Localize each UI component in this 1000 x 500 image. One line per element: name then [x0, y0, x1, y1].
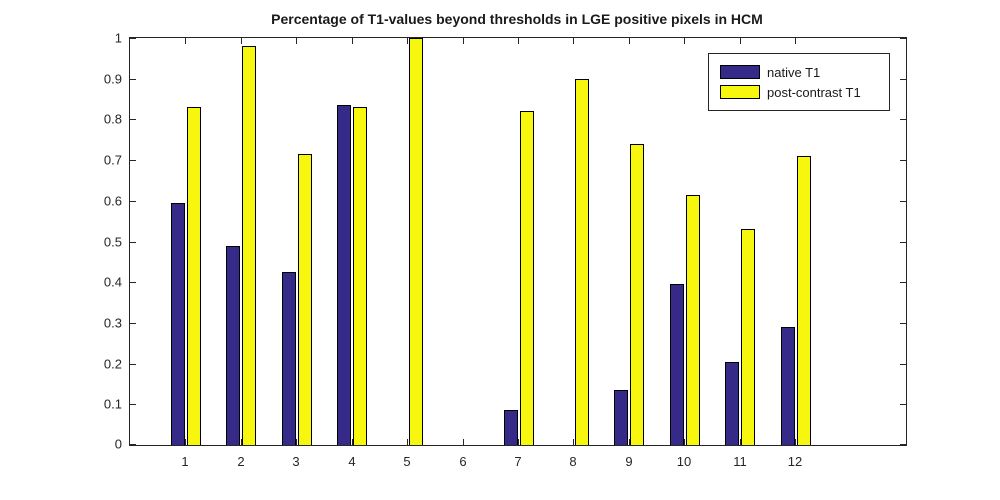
y-tick-left: [130, 201, 136, 202]
bar-post-contrast-t1-cat-11: [741, 229, 755, 445]
x-tick-top: [740, 38, 741, 44]
x-tick-bottom: [684, 439, 685, 445]
x-tick-label: 2: [237, 454, 245, 469]
x-tick-top: [684, 38, 685, 44]
bar-post-contrast-t1-cat-5: [409, 38, 423, 445]
legend-swatch-native-t1-icon: [720, 65, 760, 79]
bar-post-contrast-t1-cat-12: [797, 156, 811, 445]
y-tick-left: [130, 282, 136, 283]
bar-native-t1-cat-12: [781, 327, 795, 445]
x-tick-bottom: [463, 439, 464, 445]
x-tick-bottom: [241, 439, 242, 445]
y-tick-left: [130, 160, 136, 161]
legend-swatch-post-contrast-t1-icon: [720, 85, 760, 99]
y-tick-right: [900, 364, 906, 365]
x-tick-top: [795, 38, 796, 44]
y-tick-right: [900, 79, 906, 80]
y-tick-right: [900, 38, 906, 39]
x-tick-label: 10: [676, 454, 692, 469]
bar-native-t1-cat-4: [337, 105, 351, 445]
bar-post-contrast-t1-cat-3: [298, 154, 312, 445]
x-tick-top: [352, 38, 353, 44]
legend-entry-native-t1: native T1: [720, 63, 881, 81]
y-tick-label: 1: [114, 30, 122, 46]
x-tick-label: 4: [348, 454, 356, 469]
x-tick-bottom: [352, 439, 353, 445]
y-tick-label: 0.2: [103, 356, 122, 372]
bar-native-t1-cat-9: [614, 390, 628, 445]
x-tick-top: [296, 38, 297, 44]
x-tick-bottom: [629, 439, 630, 445]
y-tick-left: [130, 79, 136, 80]
bar-post-contrast-t1-cat-7: [520, 111, 534, 445]
bar-post-contrast-t1-cat-1: [187, 107, 201, 445]
x-tick-bottom: [573, 439, 574, 445]
bar-native-t1-cat-10: [670, 284, 684, 445]
y-tick-left: [130, 38, 136, 39]
x-tick-top: [185, 38, 186, 44]
x-tick-top: [518, 38, 519, 44]
y-tick-label: 0.6: [103, 193, 122, 209]
y-tick-label: 0.5: [103, 234, 122, 250]
y-tick-right: [900, 242, 906, 243]
y-tick-right: [900, 404, 906, 405]
x-tick-bottom: [185, 439, 186, 445]
x-tick-label: 9: [625, 454, 633, 469]
bar-post-contrast-t1-cat-9: [630, 144, 644, 445]
x-tick-label: 3: [292, 454, 300, 469]
x-tick-bottom: [518, 439, 519, 445]
bar-post-contrast-t1-cat-10: [686, 195, 700, 445]
bar-native-t1-cat-11: [725, 362, 739, 445]
y-tick-left: [130, 242, 136, 243]
y-tick-right: [900, 282, 906, 283]
bar-post-contrast-t1-cat-8: [575, 79, 589, 445]
x-tick-bottom: [407, 439, 408, 445]
x-tick-top: [629, 38, 630, 44]
y-tick-left: [130, 404, 136, 405]
legend-entry-post-contrast-t1: post-contrast T1: [720, 83, 881, 101]
x-tick-top: [407, 38, 408, 44]
legend-label-post-contrast-t1: post-contrast T1: [767, 84, 861, 100]
legend: native T1 post-contrast T1: [708, 53, 890, 111]
y-tick-label: 0: [114, 436, 122, 452]
bar-native-t1-cat-7: [504, 410, 518, 445]
bar-post-contrast-t1-cat-4: [353, 107, 367, 445]
y-tick-left: [130, 444, 136, 445]
x-tick-top: [573, 38, 574, 44]
x-tick-bottom: [296, 439, 297, 445]
x-tick-label: 11: [733, 454, 747, 469]
x-tick-label: 8: [569, 454, 577, 469]
y-tick-right: [900, 160, 906, 161]
chart-title: Percentage of T1-values beyond threshold…: [271, 11, 763, 27]
x-tick-label: 1: [181, 454, 189, 469]
y-tick-right: [900, 201, 906, 202]
x-tick-top: [241, 38, 242, 44]
y-tick-left: [130, 119, 136, 120]
y-tick-label: 0.9: [103, 71, 122, 87]
bar-native-t1-cat-2: [226, 246, 240, 445]
bar-post-contrast-t1-cat-2: [242, 46, 256, 445]
y-tick-label: 0.8: [103, 111, 122, 127]
x-tick-label: 12: [787, 454, 803, 469]
y-tick-label: 0.1: [103, 396, 122, 412]
bar-native-t1-cat-1: [171, 203, 185, 445]
x-tick-label: 6: [459, 454, 467, 469]
y-tick-right: [900, 323, 906, 324]
y-tick-left: [130, 364, 136, 365]
x-tick-bottom: [795, 439, 796, 445]
y-tick-right: [900, 444, 906, 445]
y-tick-label: 0.3: [103, 315, 122, 331]
legend-label-native-t1: native T1: [767, 64, 821, 80]
y-tick-label: 0.4: [103, 274, 122, 290]
bar-native-t1-cat-3: [282, 272, 296, 445]
y-tick-right: [900, 119, 906, 120]
y-tick-left: [130, 323, 136, 324]
x-tick-top: [463, 38, 464, 44]
x-tick-bottom: [740, 439, 741, 445]
x-tick-label: 7: [514, 454, 522, 469]
x-tick-label: 5: [403, 454, 411, 469]
y-tick-label: 0.7: [103, 152, 122, 168]
